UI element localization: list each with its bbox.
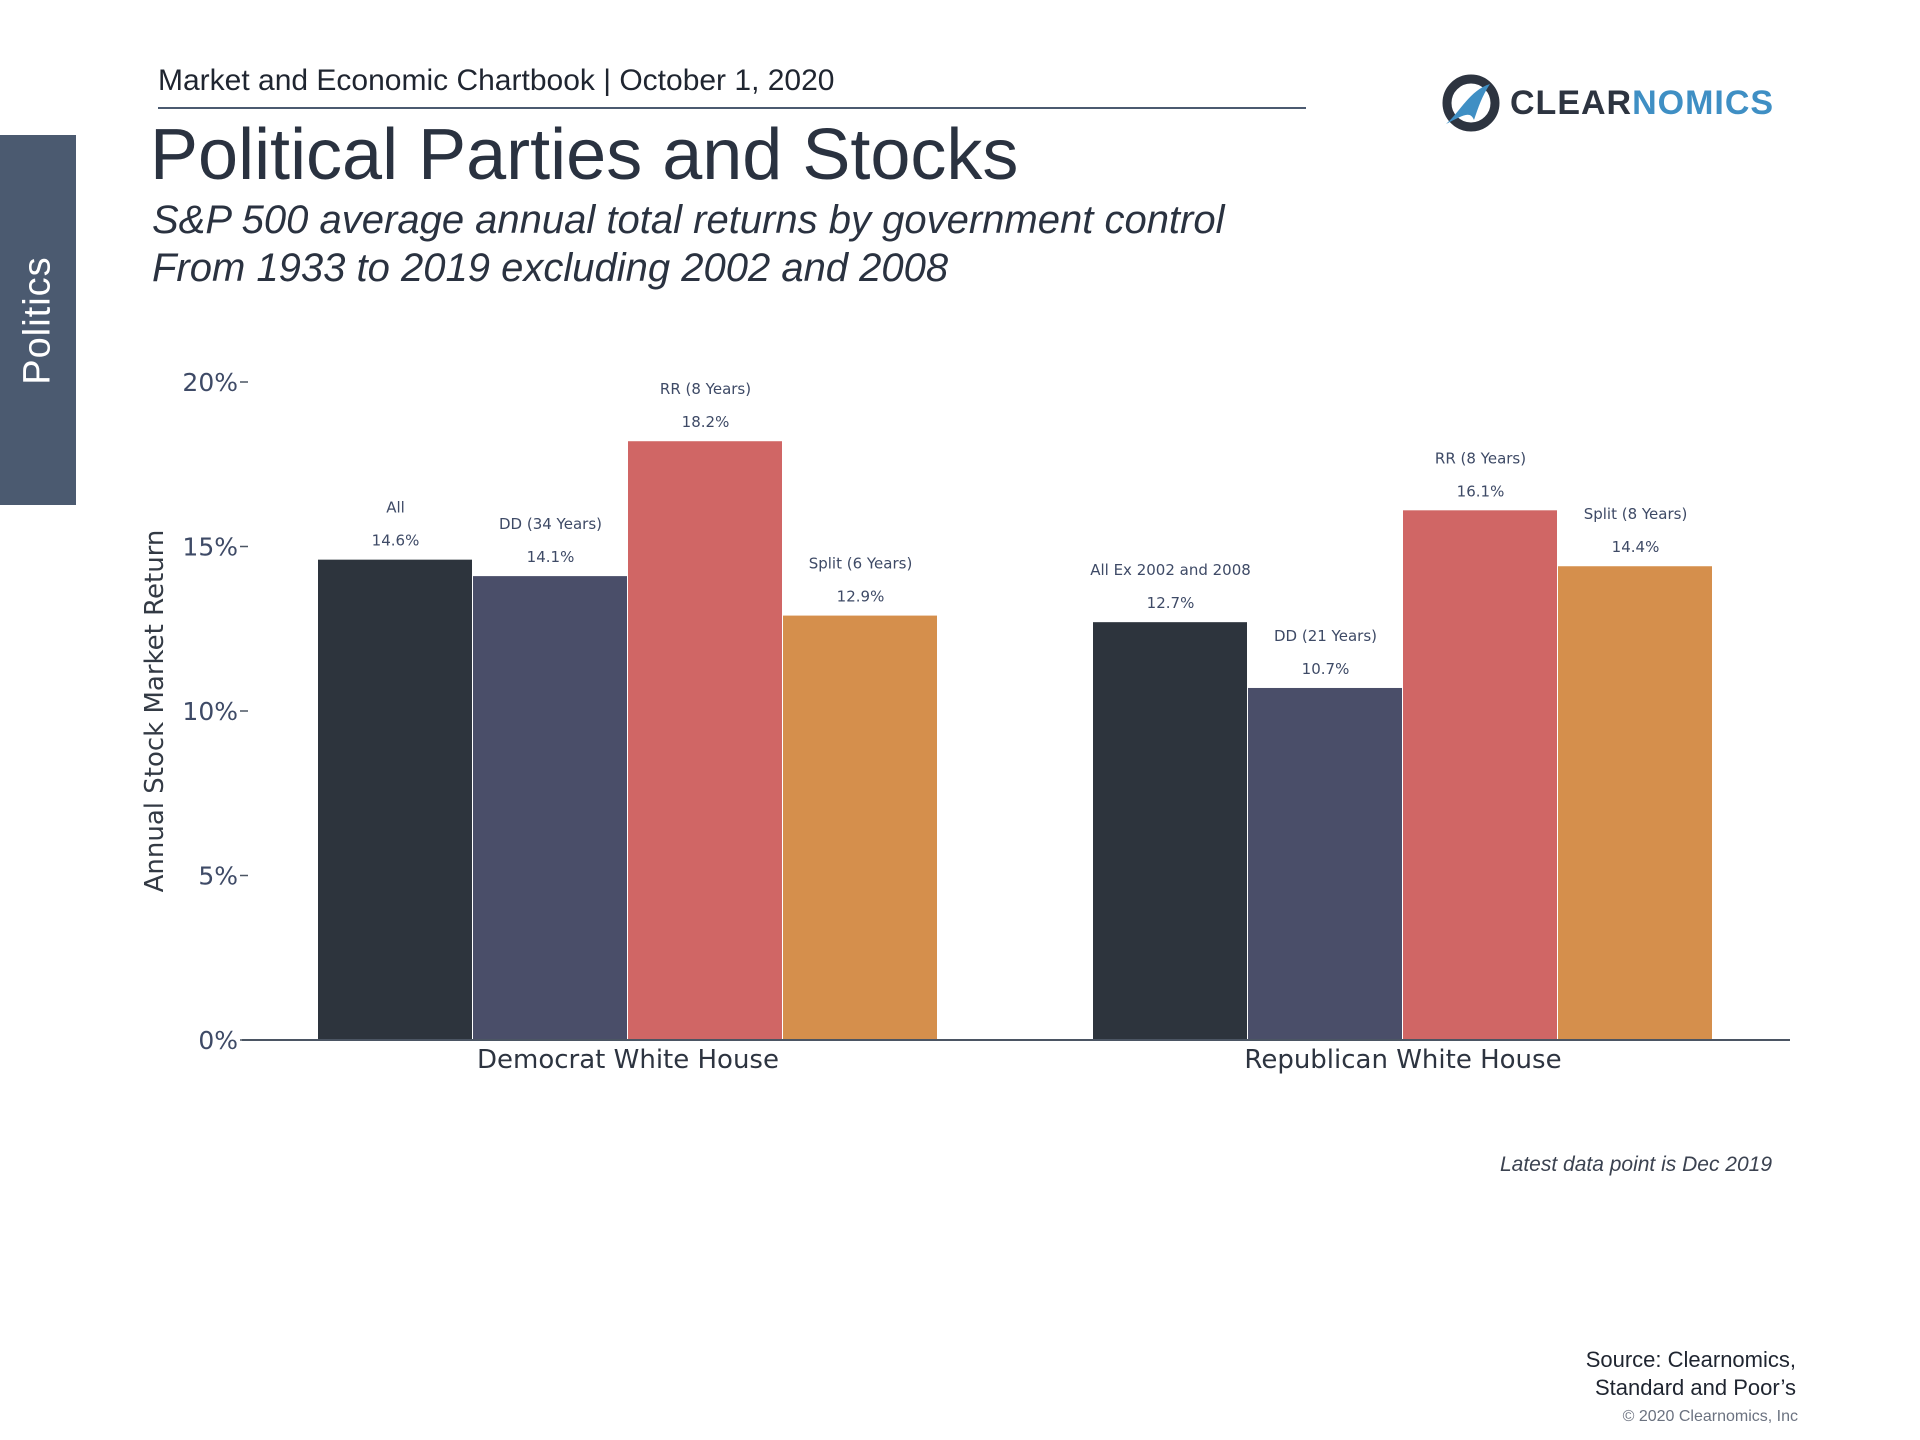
bar-name-label: RR (8 Years) [1435, 449, 1526, 467]
subtitle-line-1: S&P 500 average annual total returns by … [152, 198, 1225, 242]
source-line-1: Source: Clearnomics, [1585, 1347, 1796, 1372]
side-tab: Politics [0, 135, 76, 505]
bar-value-label: 12.7% [1147, 594, 1195, 612]
bar-value-label: 16.1% [1457, 482, 1505, 500]
bar [473, 576, 627, 1040]
page-title: Political Parties and Stocks [150, 115, 1019, 195]
bar [318, 559, 472, 1040]
bar-name-label: RR (8 Years) [660, 380, 751, 398]
bar-value-label: 18.2% [682, 413, 730, 431]
bar-value-label: 14.4% [1612, 538, 1660, 556]
logo-clear: CLEAR [1510, 83, 1633, 122]
bar-name-label: All Ex 2002 and 2008 [1090, 561, 1251, 579]
logo-wordmark: CLEARNOMICS [1510, 84, 1774, 123]
copyright: © 2020 Clearnomics, Inc [1622, 1408, 1798, 1425]
bar-value-label: 12.9% [837, 588, 885, 606]
x-category-label: Republican White House [1244, 1045, 1561, 1075]
bar [1558, 566, 1712, 1040]
logo-nomics: NOMICS [1632, 83, 1775, 122]
chartbook-header: Market and Economic Chartbook | October … [158, 64, 835, 97]
source-line-2: Standard and Poor’s [1595, 1375, 1796, 1400]
y-axis-title: Annual Stock Market Return [140, 530, 170, 893]
source-note: Source: Clearnomics, Standard and Poor’s [1586, 1346, 1796, 1402]
bar-name-label: Split (8 Years) [1584, 505, 1688, 523]
bar-name-label: All [386, 499, 405, 517]
latest-data-note: Latest data point is Dec 2019 [1499, 1153, 1772, 1176]
bar [783, 615, 937, 1040]
header-divider [158, 107, 1306, 109]
bar [1248, 687, 1402, 1040]
y-tick-label: 20% [182, 368, 238, 397]
bar-name-label: Split (6 Years) [809, 555, 913, 573]
clearnomics-logo: CLEARNOMICS [1440, 72, 1774, 134]
bar-value-label: 14.1% [527, 548, 575, 566]
bar-value-label: 10.7% [1302, 660, 1350, 678]
bar-name-label: DD (34 Years) [499, 515, 602, 533]
y-tick-label: 15% [182, 533, 238, 562]
y-tick-label: 0% [198, 1026, 238, 1055]
bar-value-label: 14.6% [372, 532, 420, 550]
bar-name-label: DD (21 Years) [1274, 627, 1377, 645]
subtitle-line-2: From 1933 to 2019 excluding 2002 and 200… [152, 246, 949, 290]
bar [1403, 510, 1557, 1040]
y-tick-label: 10% [182, 697, 238, 726]
clearnomics-logo-icon [1442, 74, 1500, 132]
bar [628, 441, 782, 1041]
bar [1093, 622, 1247, 1040]
x-category-label: Democrat White House [477, 1045, 779, 1075]
y-tick-label: 5% [198, 862, 238, 891]
